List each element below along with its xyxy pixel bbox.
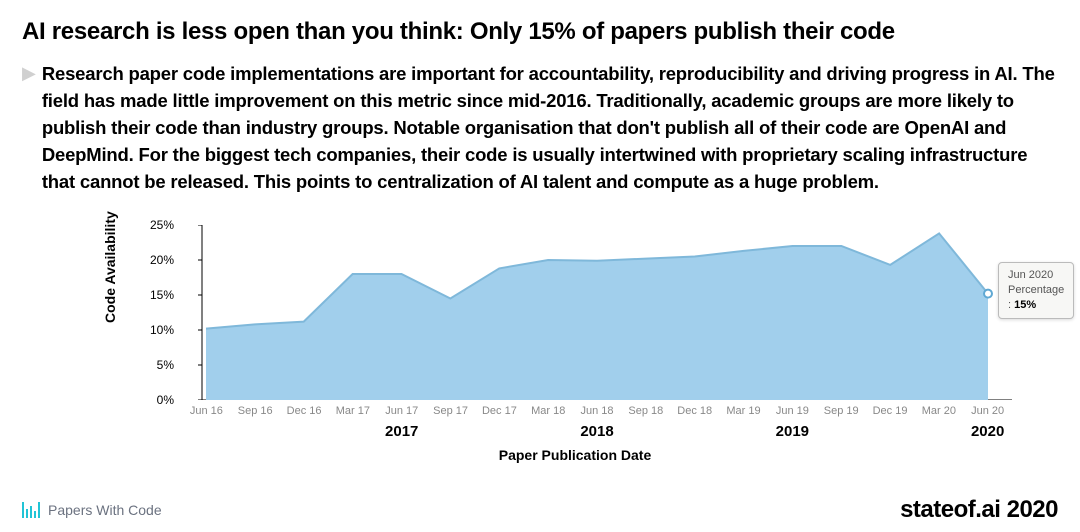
xaxis-year (621, 423, 670, 440)
brand-label: stateof.ai 2020 (900, 496, 1058, 524)
xaxis-tick: Sep 19 (817, 405, 866, 417)
yaxis-tick: 10% (134, 323, 174, 337)
xaxis-year (524, 423, 573, 440)
xaxis-tick: Dec 19 (866, 405, 915, 417)
yaxis-tick: 20% (134, 253, 174, 267)
xaxis-tick: Dec 16 (280, 405, 329, 417)
xaxis-tick: Dec 17 (475, 405, 524, 417)
yaxis-title: Code Availability (102, 211, 118, 323)
xaxis-tick: Jun 20 (963, 405, 1012, 417)
description-text: Research paper code implementations are … (42, 60, 1058, 195)
xaxis-tick: Jun 18 (573, 405, 622, 417)
xaxis-year (231, 423, 280, 440)
xaxis-tick: Mar 19 (719, 405, 768, 417)
xaxis-tick: Mar 20 (914, 405, 963, 417)
xaxis-tick: Sep 16 (231, 405, 280, 417)
chart-tooltip: Jun 2020 Percentage : 15% (998, 262, 1074, 319)
xaxis-year (914, 423, 963, 440)
yaxis-tick: 25% (134, 218, 174, 232)
xaxis-year-markers: 2017 2018 2019 2020 (182, 423, 1012, 440)
xaxis-year (280, 423, 329, 440)
page-title: AI research is less open than you think:… (22, 18, 1058, 46)
xaxis-tick: Sep 17 (426, 405, 475, 417)
xaxis-year: 2019 (768, 423, 817, 440)
xaxis-year: 2020 (963, 423, 1012, 440)
xaxis-year (328, 423, 377, 440)
source-attribution: Papers With Code (22, 502, 162, 518)
papers-with-code-icon (22, 502, 40, 518)
xaxis-year: 2018 (573, 423, 622, 440)
xaxis-tick: Sep 18 (621, 405, 670, 417)
xaxis-year (719, 423, 768, 440)
xaxis-year (182, 423, 231, 440)
availability-area-chart: Code Availability 0%5%10%15%20%25% Jun 1… (120, 225, 1030, 495)
xaxis-year (475, 423, 524, 440)
source-label: Papers With Code (48, 502, 162, 518)
xaxis-year: 2017 (377, 423, 426, 440)
xaxis-ticks: Jun 16Sep 16Dec 16Mar 17Jun 17Sep 17Dec … (182, 405, 1012, 417)
yaxis-tick: 0% (134, 393, 174, 407)
tooltip-value: 15% (1014, 299, 1036, 311)
bullet-marker: ▶ (22, 60, 36, 195)
xaxis-tick: Dec 18 (670, 405, 719, 417)
xaxis-tick: Jun 16 (182, 405, 231, 417)
xaxis-tick: Jun 19 (768, 405, 817, 417)
xaxis-tick: Mar 18 (524, 405, 573, 417)
tooltip-label: Jun 2020 (1008, 268, 1064, 283)
chart-svg (182, 225, 1012, 400)
yaxis-tick: 15% (134, 288, 174, 302)
yaxis-tick: 5% (134, 358, 174, 372)
xaxis-year (670, 423, 719, 440)
xaxis-year (817, 423, 866, 440)
xaxis-tick: Mar 17 (328, 405, 377, 417)
xaxis-year (426, 423, 475, 440)
xaxis-title: Paper Publication Date (120, 447, 1030, 497)
xaxis-year (866, 423, 915, 440)
xaxis-tick: Jun 17 (377, 405, 426, 417)
